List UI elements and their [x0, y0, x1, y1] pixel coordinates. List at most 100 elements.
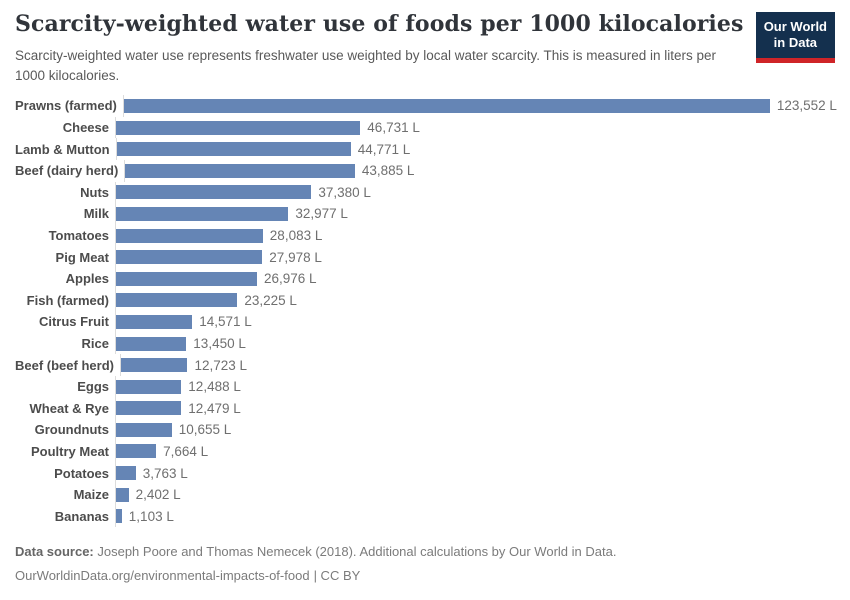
value-label: 26,976 L [264, 271, 317, 287]
value-label: 2,402 L [135, 487, 181, 503]
bar[interactable] [120, 358, 188, 373]
bar[interactable] [116, 142, 351, 157]
value-label: 1,103 L [128, 508, 174, 524]
bar[interactable] [123, 98, 770, 113]
bar-row: Tomatoes 28,083 L [15, 224, 835, 247]
bar-row: Nuts 37,380 L [15, 181, 835, 204]
category-label: Maize [73, 487, 109, 503]
bar-area: 44,771 L [115, 138, 835, 160]
category-label: Pig Meat [55, 249, 109, 265]
bar[interactable] [116, 379, 182, 394]
footer-link-line: OurWorldinData.org/environmental-impacts… [15, 564, 835, 588]
value-label: 12,723 L [194, 357, 248, 373]
owid-logo-line1: Our World [763, 19, 827, 34]
bar-area: 10,655 L [115, 419, 835, 441]
header: Scarcity-weighted water use of foods per… [15, 10, 835, 86]
category-label: Cheese [62, 120, 109, 136]
owid-logo[interactable]: Our World in Data [755, 12, 835, 63]
bar-row: Poultry Meat 7,664 L [15, 440, 835, 463]
category-label: Bananas [54, 508, 109, 524]
bar-area: 32,977 L [115, 203, 835, 225]
bar[interactable] [116, 250, 263, 265]
datasource-text: Joseph Poore and Thomas Nemecek (2018). … [93, 544, 617, 560]
category-label: Poultry Meat [30, 443, 109, 459]
category-label: Citrus Fruit [38, 314, 109, 330]
bar[interactable] [116, 509, 122, 524]
value-label: 23,225 L [244, 292, 297, 308]
bar[interactable] [116, 206, 289, 221]
category-label: Lamb & Mutton [15, 141, 110, 157]
bar-row: Maize 2,402 L [15, 483, 835, 506]
category-label: Beef (beef herd) [15, 357, 114, 373]
category-label: Beef (dairy herd) [15, 163, 119, 179]
bar-row: Rice 13,450 L [15, 332, 835, 355]
bar-area: 12,488 L [115, 375, 835, 398]
bar-row: Lamb & Mutton 44,771 L [15, 138, 835, 160]
bar-row: Beef (beef herd) 12,723 L [15, 354, 835, 376]
bar-area: 1,103 L [115, 505, 835, 528]
category-label: Groundnuts [34, 422, 109, 438]
bar-area: 12,479 L [115, 397, 835, 420]
category-label: Rice [81, 336, 109, 352]
bar-row: Beef (dairy herd) 43,885 L [15, 159, 835, 182]
bar[interactable] [116, 336, 187, 351]
category-label: Fish (farmed) [26, 292, 109, 308]
category-label: Eggs [77, 379, 109, 395]
value-label: 14,571 L [199, 314, 252, 330]
value-label: 12,479 L [188, 400, 241, 416]
value-label: 27,978 L [269, 249, 322, 265]
bar-row: Prawns (farmed) 123,552 L [15, 95, 837, 117]
bar-area: 23,225 L [115, 289, 835, 312]
bar[interactable] [116, 444, 157, 459]
category-label: Tomatoes [48, 228, 109, 244]
footer-datasource-line: Data source: Joseph Poore and Thomas Nem… [15, 540, 835, 564]
chart-subtitle: Scarcity-weighted water use represents f… [15, 47, 717, 83]
header-text: Scarcity-weighted water use of foods per… [15, 10, 743, 86]
value-label: 3,763 L [142, 465, 188, 481]
category-label: Apples [65, 271, 109, 287]
owid-logo-line2: in Data [773, 35, 818, 51]
bar[interactable] [116, 487, 129, 502]
category-label: Potatoes [54, 465, 109, 481]
bar[interactable] [116, 185, 312, 200]
footer-link[interactable]: OurWorldinData.org/environmental-impacts… [15, 568, 310, 584]
bar[interactable] [116, 271, 257, 286]
bar-area: 12,723 L [119, 354, 835, 376]
datasource-label: Data source: [15, 544, 94, 560]
bar-row: Fish (farmed) 23,225 L [15, 289, 835, 312]
bar-area: 13,450 L [115, 332, 835, 355]
bar[interactable] [116, 401, 182, 416]
bar[interactable] [116, 120, 361, 135]
value-label: 12,488 L [188, 379, 241, 395]
bar-row: Wheat & Rye 12,479 L [15, 397, 835, 420]
page-title: Scarcity-weighted water use of foods per… [15, 11, 744, 37]
bar[interactable] [116, 422, 172, 437]
bar-row: Eggs 12,488 L [15, 375, 835, 398]
bar-row: Apples 26,976 L [15, 267, 835, 290]
bar-area: 27,978 L [115, 246, 835, 268]
bar[interactable] [116, 293, 238, 308]
bar-chart: Prawns (farmed) 123,552 L Cheese 46,731 L La… [15, 95, 837, 528]
value-label: 32,977 L [295, 206, 348, 222]
value-label: 37,380 L [318, 184, 371, 200]
bar[interactable] [116, 466, 136, 481]
footer: Data source: Joseph Poore and Thomas Nem… [15, 540, 835, 588]
bar-area: 43,885 L [124, 159, 835, 182]
value-label: 7,664 L [163, 443, 209, 459]
category-label: Milk [83, 206, 109, 222]
bar[interactable] [116, 228, 263, 243]
category-label: Nuts [80, 184, 109, 200]
bar-area: 26,976 L [115, 267, 835, 290]
bar-row: Milk 32,977 L [15, 203, 835, 225]
bar-row: Pig Meat 27,978 L [15, 246, 835, 268]
license-text: | CC BY [313, 568, 361, 584]
bar[interactable] [125, 163, 355, 178]
bar-area: 46,731 L [115, 116, 835, 139]
value-label: 43,885 L [361, 163, 415, 179]
bar-row: Cheese 46,731 L [15, 116, 835, 139]
bar[interactable] [116, 314, 193, 329]
value-label: 10,655 L [178, 422, 232, 438]
bar-area: 2,402 L [115, 483, 835, 506]
bar-area: 14,571 L [115, 311, 835, 333]
